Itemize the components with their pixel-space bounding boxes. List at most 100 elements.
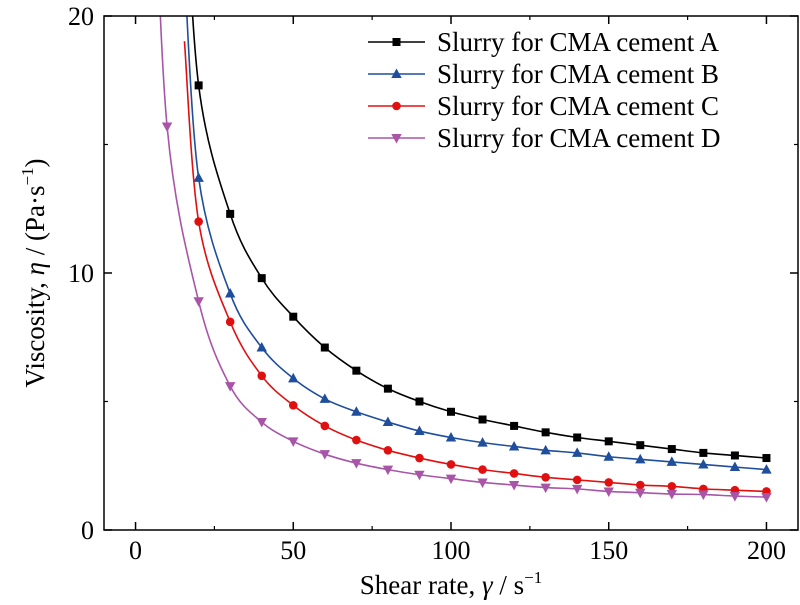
data-point (509, 469, 519, 478)
data-point (256, 418, 267, 428)
legend-item-d: Slurry for CMA cement D (368, 123, 720, 153)
data-point (477, 437, 488, 447)
data-point (571, 447, 583, 457)
data-point (667, 482, 677, 491)
data-point (351, 406, 362, 416)
series-d (159, 16, 772, 503)
data-point (478, 415, 487, 424)
legend-marker (391, 134, 402, 144)
data-point (352, 435, 361, 445)
data-point (289, 312, 298, 321)
data-point (319, 393, 331, 403)
data-point (761, 464, 772, 474)
x-tick-label: 150 (589, 536, 628, 565)
legend-marker (392, 38, 401, 46)
data-point (193, 297, 204, 307)
series-c (183, 41, 771, 496)
x-tick-label: 0 (129, 536, 142, 565)
y-tick-label: 10 (68, 259, 94, 288)
data-point (604, 478, 614, 487)
data-point (194, 81, 203, 90)
data-point (161, 122, 173, 133)
data-point (352, 366, 361, 375)
legend-label: Slurry for CMA cement A (437, 27, 719, 57)
data-point (383, 384, 392, 393)
data-point (541, 473, 550, 482)
data-point (194, 217, 203, 226)
data-point (698, 458, 709, 469)
y-tick-label: 20 (68, 2, 94, 31)
data-point (761, 493, 772, 503)
tick-label-layer: 0 50 100 150 200 0 10 20 (68, 2, 786, 565)
data-point (510, 421, 519, 430)
data-point (667, 445, 676, 454)
data-point (477, 478, 488, 488)
data-point (635, 480, 645, 490)
data-point (635, 488, 646, 499)
data-point (256, 342, 267, 352)
data-point (729, 461, 741, 472)
data-point (383, 446, 393, 455)
data-point (288, 437, 299, 447)
data-point (257, 371, 267, 381)
data-point (729, 492, 741, 502)
data-point (445, 431, 457, 442)
data-point (572, 475, 582, 485)
data-point (762, 454, 771, 463)
data-point (382, 465, 394, 476)
legend-marker (392, 101, 401, 111)
series-b (186, 16, 772, 474)
data-point (635, 453, 646, 464)
data-point (226, 209, 235, 218)
x-tick-label: 200 (747, 536, 786, 565)
legend-label: Slurry for CMA cement C (437, 91, 719, 121)
data-point (508, 481, 520, 491)
data-point (446, 460, 456, 469)
y-axis-title: Viscosity, η / (Pa·s−1) (18, 158, 50, 387)
legend-label: Slurry for CMA cement D (437, 123, 720, 153)
data-point (478, 465, 487, 474)
data-point (288, 401, 298, 410)
data-point (604, 437, 613, 446)
data-point (541, 428, 550, 437)
data-point (445, 474, 457, 485)
data-point (415, 453, 424, 463)
data-point (320, 343, 329, 352)
data-point (698, 490, 709, 501)
data-point (666, 490, 678, 500)
x-tick-label: 50 (280, 536, 306, 565)
x-tick-label: 100 (432, 536, 471, 565)
legend-item-a: Slurry for CMA cement A (368, 27, 719, 57)
data-point (414, 470, 425, 481)
legend-marker (391, 68, 402, 78)
data-point (224, 288, 236, 298)
data-point (699, 448, 708, 457)
legend-item-c: Slurry for CMA cement C (368, 91, 719, 121)
data-point (351, 459, 362, 469)
data-point (224, 382, 236, 392)
data-point (193, 172, 204, 182)
data-point (603, 487, 614, 497)
series-a (191, 16, 771, 463)
data-point (320, 421, 330, 431)
data-point (319, 450, 331, 460)
y-tick-label: 0 (81, 516, 94, 545)
tick-layer (104, 15, 798, 531)
data-point (540, 483, 551, 494)
data-point (225, 317, 235, 327)
data-point (573, 433, 582, 442)
data-point (730, 451, 739, 460)
data-point (447, 407, 455, 416)
data-point (288, 372, 299, 383)
data-point (666, 456, 678, 466)
data-point (382, 416, 394, 427)
data-point (415, 397, 424, 406)
data-point (540, 444, 551, 455)
data-point (636, 441, 645, 450)
data-point (603, 451, 614, 461)
data-point (571, 484, 583, 495)
legend-label: Slurry for CMA cement B (437, 59, 719, 89)
data-point (414, 425, 425, 436)
